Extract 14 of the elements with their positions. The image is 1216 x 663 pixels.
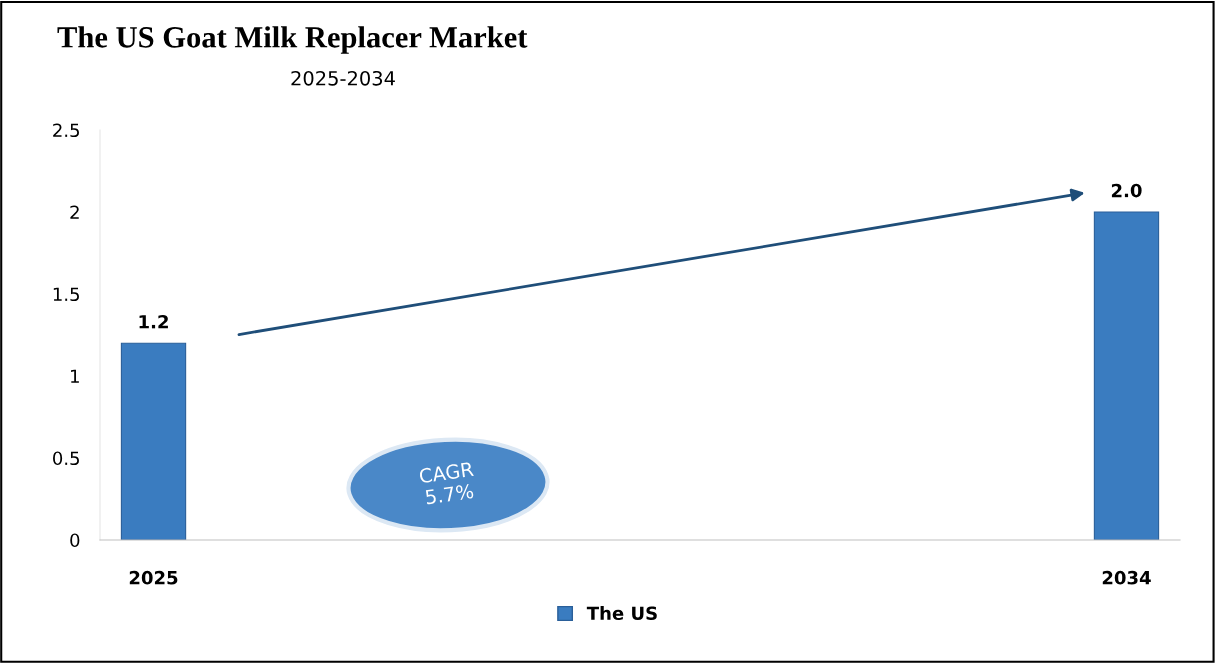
y-tick-label: 2 xyxy=(70,205,79,219)
y-tick-label: 0 xyxy=(70,533,80,548)
text: 1.2 xyxy=(139,314,168,329)
x-tick-label: 2025 xyxy=(129,570,178,585)
annotation: CAGR 5.7% xyxy=(419,461,475,505)
legend-label: The US xyxy=(586,606,657,621)
y-tick-label: 1 xyxy=(71,369,79,383)
y-tick-label: 0.5 xyxy=(53,451,79,466)
chart-title: The US Goat Milk Replacer Market xyxy=(57,26,528,54)
y-tick-label: 1.5 xyxy=(53,287,79,302)
x-tick-label: 2034 xyxy=(1102,570,1151,585)
y-tick-label: 2.5 xyxy=(53,123,79,138)
text: 2.0 xyxy=(1111,183,1142,198)
chart-subtitle: 2025-2034 xyxy=(291,70,395,86)
